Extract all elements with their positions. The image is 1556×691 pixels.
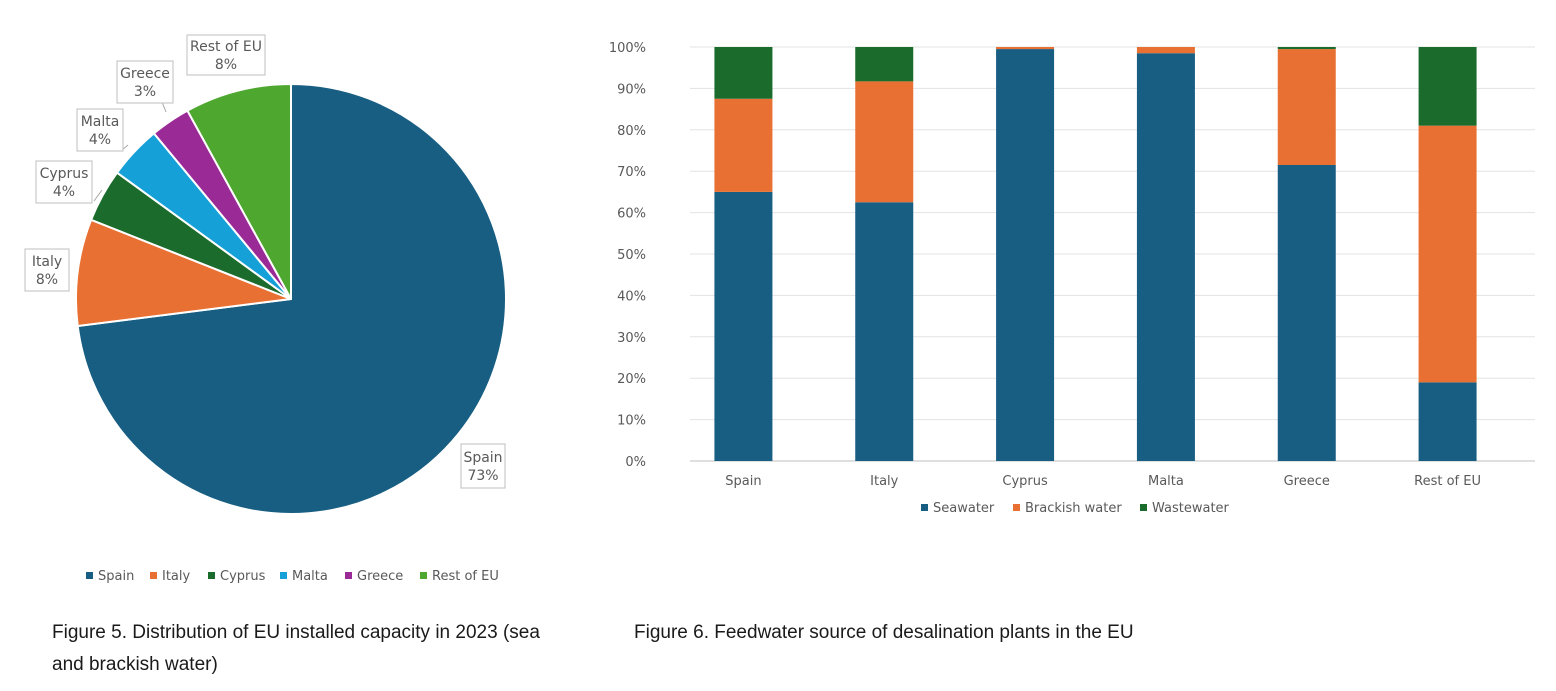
pie-label-value: 3% xyxy=(134,84,156,100)
bar-spain-brackish-water xyxy=(714,98,773,192)
legend-swatch xyxy=(921,504,928,511)
bar-rest-of-eu-seawater xyxy=(1418,382,1477,461)
y-tick-label: 90% xyxy=(617,82,646,97)
y-tick-label: 0% xyxy=(625,455,646,470)
x-tick-label: Greece xyxy=(1284,474,1330,489)
legend-label: Italy xyxy=(162,569,191,584)
stacked-bar-chart: 0% 10% 20% 30% 40% 50% 60% 70% 80% 90% 100% Spain I… xyxy=(609,41,1535,516)
legend-swatch xyxy=(345,572,352,579)
pie-label-box xyxy=(76,108,124,152)
legend-label: Spain xyxy=(98,569,134,584)
pie-label-box xyxy=(116,60,174,104)
pie-label-greece: Greece 3% xyxy=(116,60,174,113)
bar-malta-seawater xyxy=(1136,53,1195,462)
y-tick-label: 30% xyxy=(617,331,646,346)
pie-chart: Spain 73% Italy 8% Cyprus 4% Malta 4% Greece 3% Re… xyxy=(24,34,507,584)
y-tick-label: 70% xyxy=(617,165,646,180)
y-tick-label: 40% xyxy=(617,289,646,304)
legend-label: Malta xyxy=(292,569,328,584)
x-tick-label: Italy xyxy=(870,474,899,489)
pie-label-value: 4% xyxy=(53,184,75,200)
bar-italy-brackish-water xyxy=(855,81,914,203)
pie-legend-item-rest-of-eu: Rest of EU xyxy=(420,569,499,584)
bar-italy-wastewater xyxy=(855,47,914,82)
y-tick-label: 10% xyxy=(617,414,646,429)
pie-label-value: 8% xyxy=(215,57,237,73)
bar-cyprus-seawater xyxy=(996,49,1055,461)
pie-label-connector xyxy=(161,101,167,113)
bar-greece-wastewater xyxy=(1277,47,1336,50)
pie-label-category: Cyprus xyxy=(40,166,89,182)
pie-slice-rest-of-eu xyxy=(186,82,292,300)
bar-spain-wastewater xyxy=(714,47,773,99)
legend-swatch xyxy=(208,572,215,579)
y-tick-label: 80% xyxy=(617,124,646,139)
pie-label-category: Spain xyxy=(463,450,502,466)
bar-spain-seawater xyxy=(714,191,773,461)
pie-legend-item-cyprus: Cyprus xyxy=(208,569,266,584)
figure-6-caption: Figure 6. Feedwater source of desalinati… xyxy=(634,622,1134,643)
x-tick-label: Rest of EU xyxy=(1414,474,1481,489)
pie-label-box xyxy=(460,443,506,489)
pie-label-spain: Spain 73% xyxy=(460,443,506,489)
legend-label: Seawater xyxy=(933,501,995,516)
legend-swatch xyxy=(420,572,427,579)
bar-rest-of-eu-brackish-water xyxy=(1418,125,1477,383)
pie-slice-italy xyxy=(75,218,292,328)
legend-swatch xyxy=(1013,504,1020,511)
pie-label-category: Malta xyxy=(81,114,120,130)
pie-label-box xyxy=(186,34,266,76)
pie-label-cyprus: Cyprus 4% xyxy=(35,160,103,204)
x-tick-label: Cyprus xyxy=(1002,474,1048,489)
legend-swatch xyxy=(280,572,287,579)
pie-legend-item-italy: Italy xyxy=(150,569,191,584)
bar-greece-brackish-water xyxy=(1277,49,1336,165)
pie-label-italy: Italy 8% xyxy=(24,248,70,292)
x-tick-label: Spain xyxy=(725,474,761,489)
pie-label-category: Italy xyxy=(32,254,62,270)
y-tick-label: 50% xyxy=(617,248,646,263)
pie-label-box xyxy=(35,160,93,204)
y-tick-label: 20% xyxy=(617,372,646,387)
y-tick-label: 60% xyxy=(617,207,646,222)
bar-italy-seawater xyxy=(855,202,914,461)
bar-cyprus-brackish-water xyxy=(996,47,1055,50)
pie-legend-item-greece: Greece xyxy=(345,569,403,584)
legend-swatch xyxy=(150,572,157,579)
pie-label-category: Rest of EU xyxy=(190,39,262,55)
legend-label: Wastewater xyxy=(1152,501,1230,516)
pie-label-category: Greece xyxy=(120,66,170,82)
bar-legend-item-wastewater: Wastewater xyxy=(1140,501,1230,516)
pie-label-value: 73% xyxy=(467,468,498,484)
bar-rest-of-eu-wastewater xyxy=(1418,47,1477,126)
pie-label-rest-of-eu: Rest of EU 8% xyxy=(186,34,266,76)
x-tick-label: Malta xyxy=(1148,474,1184,489)
legend-swatch xyxy=(86,572,93,579)
pie-label-connector xyxy=(93,189,103,202)
legend-swatch xyxy=(1140,504,1147,511)
y-tick-label: 100% xyxy=(609,41,646,56)
pie-legend-item-spain: Spain xyxy=(86,569,134,584)
pie-label-value: 8% xyxy=(36,272,58,288)
pie-label-box xyxy=(24,248,70,292)
bar-legend-item-brackish-water: Brackish water xyxy=(1013,501,1122,516)
pie-legend-item-malta: Malta xyxy=(280,569,328,584)
bar-greece-seawater xyxy=(1277,164,1336,462)
bar-malta-brackish-water xyxy=(1136,47,1195,54)
legend-label: Greece xyxy=(357,569,403,584)
pie-label-malta: Malta 4% xyxy=(76,108,129,152)
figure-5-caption: Figure 5. Distribution of EU installed c… xyxy=(52,622,540,675)
legend-label: Cyprus xyxy=(220,569,266,584)
bar-legend-item-seawater: Seawater xyxy=(921,501,995,516)
pie-label-value: 4% xyxy=(89,132,111,148)
legend-label: Rest of EU xyxy=(432,569,499,584)
legend-label: Brackish water xyxy=(1025,501,1122,516)
